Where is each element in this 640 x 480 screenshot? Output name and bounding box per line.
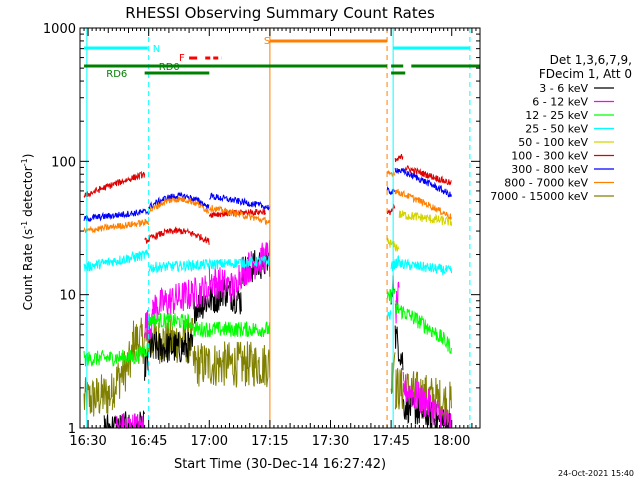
flag-rd6-label: RD6 xyxy=(106,69,127,80)
series-line-7000-15000 xyxy=(83,317,452,426)
series-line-12-25 xyxy=(83,287,452,367)
series-line-300-800 xyxy=(83,167,452,223)
legend-label: 50 - 100 keV xyxy=(518,136,588,149)
footer-date: 24-Oct-2021 15:40 xyxy=(558,469,634,478)
legend-label: 7000 - 15000 keV xyxy=(490,190,588,203)
legend-label: 25 - 50 keV xyxy=(525,123,588,136)
flag-n-label: N xyxy=(153,44,160,55)
legend-label: 100 - 300 keV xyxy=(511,150,588,163)
x-tick-label: 16:45 xyxy=(130,434,167,449)
x-tick-label: 17:00 xyxy=(191,434,228,449)
legend-header-line-2: FDecim 1, Att 0 xyxy=(539,67,632,81)
legend-label: 800 - 7000 keV xyxy=(504,177,588,190)
flag-rd0-label: RD0 xyxy=(159,62,180,73)
series-line-100-300 xyxy=(83,153,452,245)
flag-f-label: F xyxy=(179,53,185,64)
series-line-25-50 xyxy=(83,249,453,320)
x-tick-label: 17:45 xyxy=(372,434,409,449)
legend-label: 6 - 12 keV xyxy=(532,96,588,109)
legend-label: 3 - 6 keV xyxy=(539,82,588,95)
series-line-50-100 xyxy=(386,210,453,253)
y-axis-label: Count Rate (s-1 detector-1) xyxy=(20,154,35,311)
y-tick-label: 100 xyxy=(51,155,76,170)
x-axis-label: Start Time (30-Dec-14 16:27:42) xyxy=(174,457,386,472)
axes: 16:30 16:45 17:00 17:15 17:30 17:45 18:00 1 10 10… xyxy=(43,22,481,449)
y-tick-label: 1000 xyxy=(43,22,76,37)
x-tick-label: 17:30 xyxy=(312,434,349,449)
y-tick-label: 1 xyxy=(68,422,76,437)
plot-frame xyxy=(79,27,481,429)
x-tick-label: 18:00 xyxy=(433,434,470,449)
chart-title: RHESSI Observing Summary Count Rates xyxy=(125,4,435,22)
legend-header-line-1: Det 1,3,6,7,9, xyxy=(550,53,632,67)
x-tick-label: 17:15 xyxy=(251,434,288,449)
x-tick-label: 16:30 xyxy=(69,434,106,449)
plot-area: N F S RD0 RD6 xyxy=(83,28,480,430)
legend-label: 300 - 800 keV xyxy=(511,163,588,176)
y-tick-label: 10 xyxy=(59,289,76,304)
series-line-800-7000 xyxy=(83,170,452,234)
legend-label: 12 - 25 keV xyxy=(525,109,588,122)
flag-s-label: S xyxy=(264,36,270,47)
